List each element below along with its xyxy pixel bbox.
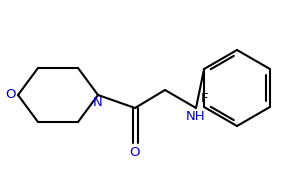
Text: O: O	[130, 146, 140, 159]
Text: F: F	[200, 92, 208, 105]
Text: O: O	[6, 89, 16, 102]
Text: NH: NH	[186, 109, 206, 122]
Text: N: N	[93, 96, 103, 109]
